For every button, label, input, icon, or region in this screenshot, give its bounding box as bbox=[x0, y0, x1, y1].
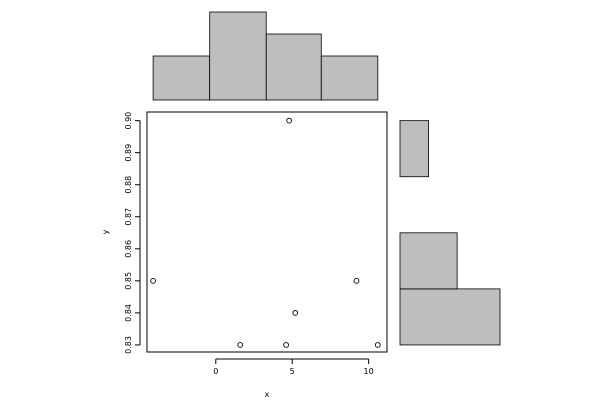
top-histogram bbox=[152, 11, 379, 101]
right-histogram bbox=[399, 120, 501, 346]
right-histogram-bar bbox=[399, 120, 429, 178]
x-axis: 0 5 10 bbox=[213, 358, 374, 376]
top-histogram-bar bbox=[265, 33, 322, 101]
top-histogram-bar bbox=[209, 11, 267, 101]
top-histogram-bar bbox=[152, 55, 211, 101]
right-histogram-bar bbox=[399, 232, 458, 290]
scatter-point bbox=[353, 278, 360, 284]
scatter-point bbox=[286, 117, 293, 124]
y-tick-label: 0.86 bbox=[124, 240, 133, 258]
y-tick-label: 0.83 bbox=[124, 336, 133, 354]
x-tick-label: 0 bbox=[213, 367, 218, 376]
y-axis-label: y bbox=[101, 229, 110, 234]
x-tick-label: 5 bbox=[290, 367, 295, 376]
y-tick-label: 0.90 bbox=[124, 112, 133, 130]
y-tick-label: 0.88 bbox=[124, 176, 133, 194]
scatter-points bbox=[150, 117, 381, 348]
top-histogram-bar bbox=[320, 55, 379, 101]
plot-frame bbox=[146, 111, 388, 353]
y-tick-label: 0.85 bbox=[124, 272, 133, 290]
y-axis: 0.83 0.84 0.85 0.86 0.87 0.88 0.89 0.90 bbox=[124, 112, 141, 354]
scatter-point bbox=[283, 342, 289, 348]
x-tick-label: 10 bbox=[364, 367, 374, 376]
y-tick-label: 0.87 bbox=[124, 208, 133, 226]
right-histogram-bar bbox=[399, 288, 501, 346]
scatter-point bbox=[150, 278, 156, 284]
y-tick-label: 0.89 bbox=[124, 144, 133, 162]
scatter-point bbox=[237, 342, 244, 348]
x-axis-label: x bbox=[265, 390, 270, 399]
y-tick-label: 0.84 bbox=[124, 304, 133, 322]
scatter-point bbox=[292, 310, 299, 316]
scatter-point bbox=[374, 342, 381, 348]
